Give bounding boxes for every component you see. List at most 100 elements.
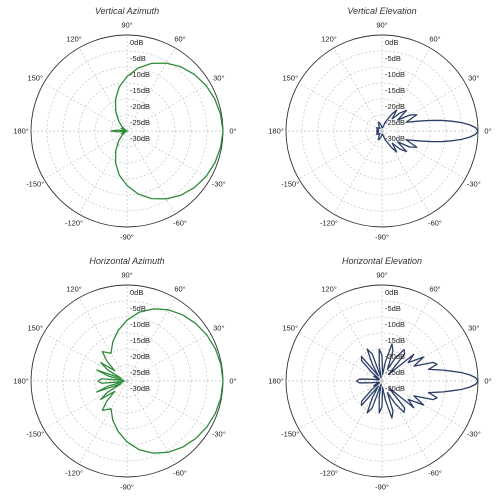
chart-title: Horizontal Elevation <box>342 256 422 266</box>
angle-tick-label: 150° <box>27 324 43 333</box>
radial-tick-label: -25dB <box>130 368 150 377</box>
grid-spoke <box>298 380 383 430</box>
polar-chart-1: Vertical Azimuth 0dB -5dB -10dB -15dB -20dB -2… <box>13 6 236 242</box>
angle-tick-label: -90° <box>375 233 389 242</box>
angle-tick-label: -150° <box>26 180 44 189</box>
grid-spoke <box>43 130 128 180</box>
angle-tick-label: 60° <box>429 35 440 44</box>
angle-tick-label: -150° <box>281 430 299 439</box>
angle-tick-label: -30° <box>212 180 226 189</box>
angle-tick-label: 0° <box>484 377 491 386</box>
radial-tick-label: -5dB <box>130 54 146 63</box>
angle-tick-label: 0° <box>229 127 236 136</box>
radial-tick-label: -30dB <box>130 384 150 393</box>
angle-tick-label: 120° <box>321 285 337 294</box>
radial-tick-label: -20dB <box>385 102 405 111</box>
angle-tick-label: -90° <box>120 233 134 242</box>
angle-tick-label: 0° <box>229 377 236 386</box>
pattern-trace <box>375 109 479 153</box>
angle-tick-label: 30° <box>468 74 479 83</box>
grid-spoke <box>381 130 466 180</box>
angle-tick-label: -30° <box>467 430 481 439</box>
radial-tick-label: -25dB <box>130 118 150 127</box>
chart-title: Horizontal Azimuth <box>89 256 164 266</box>
grid-spoke <box>126 130 211 180</box>
angle-tick-label: -30° <box>467 180 481 189</box>
polar-chart-2: Vertical Elevation 0dB -5dB -10dB -15dB -20dB… <box>268 6 491 242</box>
radial-tick-label: -25dB <box>385 368 405 377</box>
grid-spoke <box>43 82 128 132</box>
chart-title: Vertical Azimuth <box>95 6 159 16</box>
grid-spoke <box>78 297 128 382</box>
angle-tick-label: 120° <box>66 285 82 294</box>
radial-tick-label: -10dB <box>130 320 150 329</box>
radial-tick-label: -5dB <box>130 304 146 313</box>
grid-spoke <box>126 297 176 382</box>
angle-tick-label: 0° <box>484 127 491 136</box>
grid-spoke <box>126 47 176 132</box>
grid-spoke <box>126 380 176 465</box>
angle-tick-label: 60° <box>429 285 440 294</box>
radial-tick-label: 0dB <box>385 38 398 47</box>
radial-tick-label: 0dB <box>385 288 398 297</box>
angle-tick-label: 180° <box>13 127 29 136</box>
angle-tick-label: -60° <box>428 468 442 477</box>
grid-spoke <box>298 332 383 382</box>
radial-tick-label: 0dB <box>130 288 143 297</box>
polar-chart-3: Horizontal Azimuth 0dB -5dB -10dB -15dB -20dB… <box>13 256 236 492</box>
grid-spoke <box>333 130 383 215</box>
polar-chart-4: Horizontal Elevation 0dB -5dB -10dB -15dB -20… <box>268 256 491 492</box>
grid-spoke <box>78 47 128 132</box>
grid-spoke <box>126 130 176 215</box>
angle-tick-label: 180° <box>268 377 284 386</box>
angle-tick-label: 150° <box>27 74 43 83</box>
angle-tick-label: -60° <box>173 468 187 477</box>
angle-tick-label: -150° <box>281 180 299 189</box>
radial-tick-label: -10dB <box>385 70 405 79</box>
grid-spoke <box>126 82 211 132</box>
radial-tick-label: -25dB <box>385 118 405 127</box>
angle-tick-label: 180° <box>13 377 29 386</box>
grid-spoke <box>126 332 211 382</box>
grid-spoke <box>381 82 466 132</box>
angle-tick-label: 30° <box>213 74 224 83</box>
angle-tick-label: -120° <box>320 468 338 477</box>
angle-tick-label: -90° <box>375 483 389 492</box>
angle-tick-label: -60° <box>173 218 187 227</box>
angle-tick-label: 90° <box>376 21 387 30</box>
grid-spoke <box>381 297 431 382</box>
radial-tick-label: -20dB <box>130 102 150 111</box>
angle-tick-label: -30° <box>212 430 226 439</box>
radial-tick-label: -15dB <box>385 86 405 95</box>
angle-tick-label: -90° <box>120 483 134 492</box>
radial-tick-label: -15dB <box>130 336 150 345</box>
angle-tick-label: 120° <box>321 35 337 44</box>
grid-spoke <box>298 130 383 180</box>
angle-tick-label: 60° <box>174 285 185 294</box>
radial-tick-label: -5dB <box>385 54 401 63</box>
radial-tick-label: -15dB <box>130 86 150 95</box>
pattern-trace <box>355 343 479 419</box>
angle-tick-label: 90° <box>376 271 387 280</box>
radial-tick-label: -5dB <box>385 304 401 313</box>
radial-tick-label: -30dB <box>385 384 405 393</box>
grid-spoke <box>126 380 211 430</box>
grid-spoke <box>298 82 383 132</box>
pattern-trace <box>110 62 224 200</box>
angle-tick-label: 60° <box>174 35 185 44</box>
radial-tick-label: -20dB <box>385 352 405 361</box>
pattern-trace <box>96 308 224 454</box>
radial-tick-label: -10dB <box>130 70 150 79</box>
angle-tick-label: 30° <box>213 324 224 333</box>
grid-spoke <box>381 380 431 465</box>
angle-tick-label: -120° <box>65 218 83 227</box>
angle-tick-label: 120° <box>66 35 82 44</box>
angle-tick-label: 90° <box>121 21 132 30</box>
radial-tick-label: 0dB <box>130 38 143 47</box>
angle-tick-label: -60° <box>428 218 442 227</box>
radial-tick-label: -20dB <box>130 352 150 361</box>
angle-tick-label: -120° <box>320 218 338 227</box>
grid-spoke <box>78 130 128 215</box>
angle-tick-label: 90° <box>121 271 132 280</box>
